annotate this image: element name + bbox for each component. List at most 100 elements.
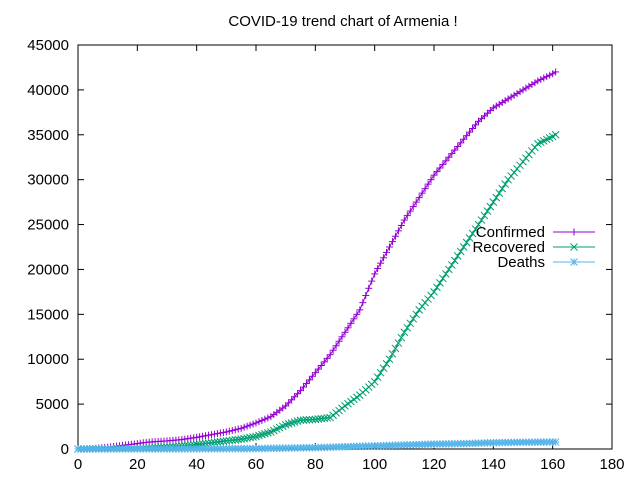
data-point: [483, 207, 492, 215]
data-point: [210, 430, 218, 438]
data-point: [261, 415, 269, 423]
data-point: [299, 416, 308, 424]
legend-marker: [570, 258, 578, 266]
data-point: [507, 93, 515, 101]
series-layer: [74, 68, 560, 453]
data-point: [551, 438, 560, 446]
data-point: [246, 433, 254, 442]
data-point: [450, 256, 459, 265]
data-point: [516, 88, 524, 96]
data-point: [447, 261, 456, 269]
data-point: [344, 324, 352, 332]
data-point: [457, 139, 465, 147]
data-point: [418, 189, 426, 197]
data-point: [382, 359, 391, 368]
data-point: [326, 351, 334, 359]
data-point: [451, 146, 459, 154]
data-point: [459, 243, 468, 251]
data-point: [528, 81, 536, 89]
data-point: [403, 212, 411, 220]
data-point: [391, 232, 399, 240]
data-point: [317, 362, 325, 370]
data-point: [237, 435, 246, 443]
data-point: [552, 68, 560, 76]
data-point: [444, 265, 453, 274]
data-point: [208, 431, 215, 439]
data-point: [397, 333, 406, 342]
data-point: [299, 383, 307, 391]
data-point: [186, 441, 195, 449]
data-point: [445, 153, 453, 161]
data-point: [534, 77, 542, 85]
y-tick-label: 15000: [27, 306, 69, 323]
data-point: [391, 344, 400, 353]
data-point: [252, 419, 260, 427]
data-point: [388, 349, 397, 358]
legend-marker: [570, 243, 578, 251]
data-point: [205, 431, 213, 439]
y-tick-label: 0: [61, 441, 69, 458]
data-point: [466, 128, 474, 136]
data-point: [465, 234, 474, 242]
data-point: [237, 424, 245, 432]
data-point: [282, 402, 290, 410]
data-point: [394, 339, 403, 347]
x-tick-label: 20: [129, 456, 146, 473]
data-point: [504, 95, 512, 103]
data-point: [302, 379, 310, 387]
chart-title: COVID-19 trend chart of Armenia !: [228, 13, 457, 30]
data-point: [471, 225, 480, 233]
data-point: [489, 104, 497, 112]
data-point: [551, 130, 560, 139]
data-point: [498, 98, 506, 106]
y-tick-label: 5000: [36, 396, 69, 413]
legend-label: Confirmed: [476, 224, 545, 241]
data-point: [489, 198, 498, 206]
data-point: [460, 135, 468, 143]
series-recovered: [74, 130, 560, 453]
data-point: [308, 372, 316, 380]
data-point: [442, 270, 450, 278]
data-point: [454, 142, 462, 150]
data-point: [222, 428, 230, 436]
x-tick-label: 160: [540, 456, 565, 473]
data-point: [231, 426, 239, 434]
data-point: [258, 430, 266, 439]
data-point: [264, 414, 272, 422]
data-point: [546, 71, 554, 79]
data-point: [525, 82, 533, 90]
legend-label: Recovered: [472, 239, 545, 256]
data-point: [540, 74, 548, 82]
data-point: [430, 288, 438, 296]
data-point: [436, 164, 444, 172]
data-point: [243, 434, 251, 442]
data-point: [549, 70, 557, 78]
data-point: [199, 432, 207, 440]
data-point: [249, 433, 257, 441]
data-point: [374, 265, 382, 273]
data-point: [492, 193, 501, 202]
y-tick-label: 25000: [27, 217, 69, 234]
data-point: [433, 168, 441, 176]
data-point: [249, 420, 257, 428]
data-point: [362, 291, 370, 299]
data-point: [193, 433, 201, 441]
data-point: [353, 310, 361, 318]
series-confirmed: [74, 68, 560, 453]
y-tick-label: 40000: [27, 82, 69, 99]
data-point: [385, 355, 394, 364]
x-tick-label: 180: [599, 456, 624, 473]
data-point: [305, 376, 313, 384]
data-point: [409, 203, 417, 211]
data-point: [448, 150, 456, 158]
data-point: [216, 429, 224, 437]
y-tick-label: 20000: [27, 261, 69, 278]
data-point: [311, 369, 319, 377]
data-point: [332, 342, 340, 350]
data-point: [519, 86, 527, 94]
data-point: [427, 176, 435, 184]
data-point: [412, 198, 420, 206]
data-point: [240, 423, 248, 431]
data-point: [480, 211, 489, 220]
